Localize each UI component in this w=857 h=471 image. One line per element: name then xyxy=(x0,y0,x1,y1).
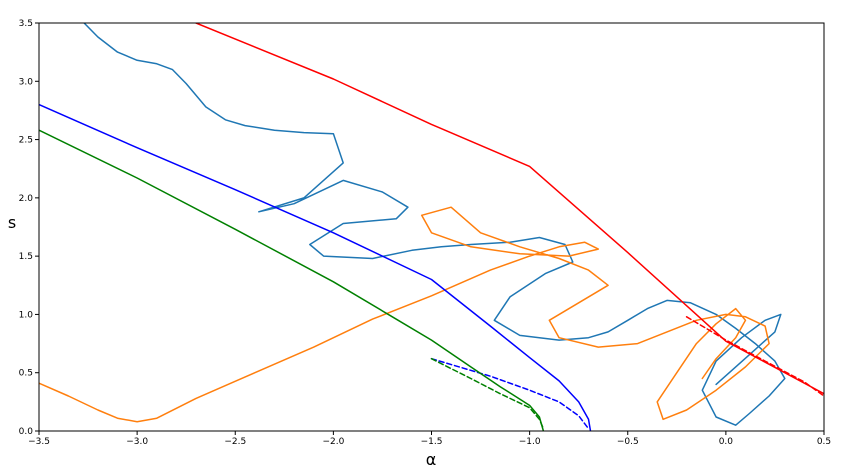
series-line-0 xyxy=(83,23,786,426)
x-tick-label: −3.0 xyxy=(126,437,148,447)
x-tick-label: −1.0 xyxy=(519,437,541,447)
y-tick-label: 3.5 xyxy=(19,19,33,29)
series-line-2 xyxy=(195,23,824,395)
axes-frame xyxy=(38,22,825,432)
y-axis-label: s xyxy=(8,213,16,232)
series-line-7 xyxy=(430,357,545,430)
x-tick-label: −2.5 xyxy=(224,437,246,447)
y-tick-label: 0.0 xyxy=(19,427,34,437)
x-tick-label: −3.5 xyxy=(28,437,50,447)
x-tick-label: −1.5 xyxy=(421,437,443,447)
axes-layer: −3.5 −3.0 −2.5 −2.0 −1.5 −1.0 −0.5 0.0 0.5 0.0 0.5… xyxy=(19,19,831,447)
y-tick-label: 0.5 xyxy=(19,369,33,379)
series-line-6 xyxy=(39,129,545,431)
x-tick-label: 0.5 xyxy=(817,437,831,447)
y-tick-label: 1.5 xyxy=(19,252,33,262)
series-line-1 xyxy=(39,206,770,423)
series-line-4 xyxy=(39,103,592,431)
y-tick-label: 3.0 xyxy=(19,77,34,87)
x-tick-label: 0.0 xyxy=(719,437,734,447)
x-axis-label: α xyxy=(426,450,437,469)
y-tick-label: 1.0 xyxy=(19,310,34,320)
series-line-3 xyxy=(685,316,824,397)
x-tick-label: −2.0 xyxy=(322,437,344,447)
y-tick-label: 2.0 xyxy=(19,194,34,204)
y-tick-label: 2.5 xyxy=(19,136,33,146)
x-tick-label: −0.5 xyxy=(617,437,639,447)
series-layer xyxy=(39,23,824,431)
